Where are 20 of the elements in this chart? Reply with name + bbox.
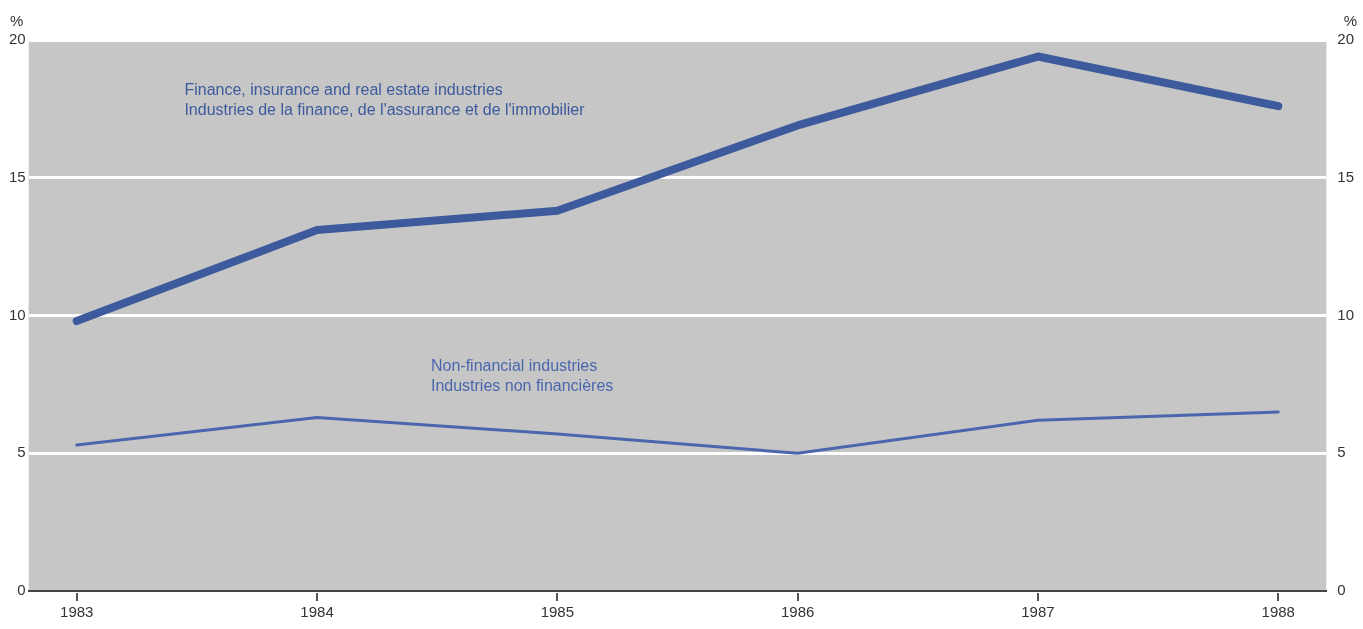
y-axis-title: % xyxy=(10,12,24,29)
y-tick-label: 5 xyxy=(17,443,26,461)
y2-axis-title: % xyxy=(1343,12,1357,29)
y2-tick-label: 20 xyxy=(1337,30,1354,48)
y-tick-label: 0 xyxy=(17,581,26,599)
y2-tick-label: 15 xyxy=(1337,167,1354,185)
x-tick-label: 1986 xyxy=(780,603,815,621)
y-tick-label: 15 xyxy=(9,167,26,185)
x-tick-label: 1985 xyxy=(540,603,575,621)
y2-tick-label: 5 xyxy=(1337,443,1346,461)
x-tick-label: 1983 xyxy=(60,603,94,621)
y-tick-label: 20 xyxy=(9,30,26,48)
x-tick-label: 1988 xyxy=(1261,603,1295,621)
x-tick-label: 1984 xyxy=(300,603,334,621)
y2-tick-label: 0 xyxy=(1337,581,1346,599)
y2-tick-label: 10 xyxy=(1337,305,1354,323)
series-label: Non-financial industries Industries non financières xyxy=(430,356,614,394)
y-tick-label: 10 xyxy=(9,305,26,323)
x-tick-label: 1987 xyxy=(1021,603,1055,621)
text: Finance, insurance and real estate industries Industries de la finance, de l'assurance et de l'immobilier xyxy=(184,81,586,119)
